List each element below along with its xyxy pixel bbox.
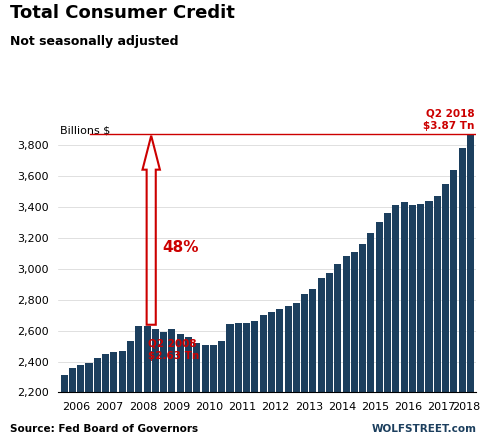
Bar xyxy=(376,222,383,436)
Bar xyxy=(467,134,474,436)
Bar xyxy=(310,289,316,436)
Bar xyxy=(160,332,167,436)
Bar xyxy=(367,233,375,436)
Bar xyxy=(218,341,225,436)
Bar xyxy=(351,252,358,436)
Bar xyxy=(110,352,118,436)
Bar xyxy=(459,148,466,436)
Bar xyxy=(343,256,349,436)
Bar xyxy=(202,344,208,436)
Text: Not seasonally adjusted: Not seasonally adjusted xyxy=(10,35,178,48)
Bar xyxy=(69,368,76,436)
Bar xyxy=(293,303,300,436)
Bar xyxy=(135,326,142,436)
Bar xyxy=(334,264,341,436)
Bar xyxy=(177,334,184,436)
Bar xyxy=(392,205,399,436)
Bar xyxy=(86,363,92,436)
Bar xyxy=(260,315,267,436)
Text: Q2 2008
$2.63 Tn: Q2 2008 $2.63 Tn xyxy=(148,338,199,361)
Bar xyxy=(284,306,292,436)
Bar xyxy=(127,341,134,436)
Bar xyxy=(169,329,175,436)
Bar xyxy=(185,337,192,436)
Bar xyxy=(152,329,159,436)
Bar xyxy=(268,312,275,436)
Bar xyxy=(119,351,126,436)
Bar xyxy=(434,196,441,436)
Text: Source: Fed Board of Governors: Source: Fed Board of Governors xyxy=(10,424,198,434)
Bar xyxy=(442,184,449,436)
Bar xyxy=(210,344,217,436)
Bar xyxy=(359,244,366,436)
Bar xyxy=(276,309,283,436)
Bar xyxy=(94,358,101,436)
Bar xyxy=(77,364,84,436)
Bar xyxy=(318,278,325,436)
Bar xyxy=(417,204,424,436)
Bar xyxy=(102,354,109,436)
Text: Total Consumer Credit: Total Consumer Credit xyxy=(10,4,235,22)
Bar xyxy=(384,213,391,436)
Bar xyxy=(409,205,416,436)
Bar xyxy=(425,201,433,436)
Text: Billions $: Billions $ xyxy=(60,125,110,135)
Bar xyxy=(226,324,233,436)
Bar xyxy=(301,293,308,436)
Bar xyxy=(251,321,259,436)
Text: 48%: 48% xyxy=(162,240,198,255)
Bar xyxy=(193,343,200,436)
Bar xyxy=(235,323,242,436)
Bar xyxy=(451,170,457,436)
Bar xyxy=(143,326,151,436)
Bar xyxy=(326,273,333,436)
Bar xyxy=(243,323,250,436)
Text: WOLFSTREET.com: WOLFSTREET.com xyxy=(371,424,476,434)
Bar xyxy=(61,375,68,436)
Bar xyxy=(400,202,408,436)
Text: Q2 2018
$3.87 Tn: Q2 2018 $3.87 Tn xyxy=(423,108,475,130)
